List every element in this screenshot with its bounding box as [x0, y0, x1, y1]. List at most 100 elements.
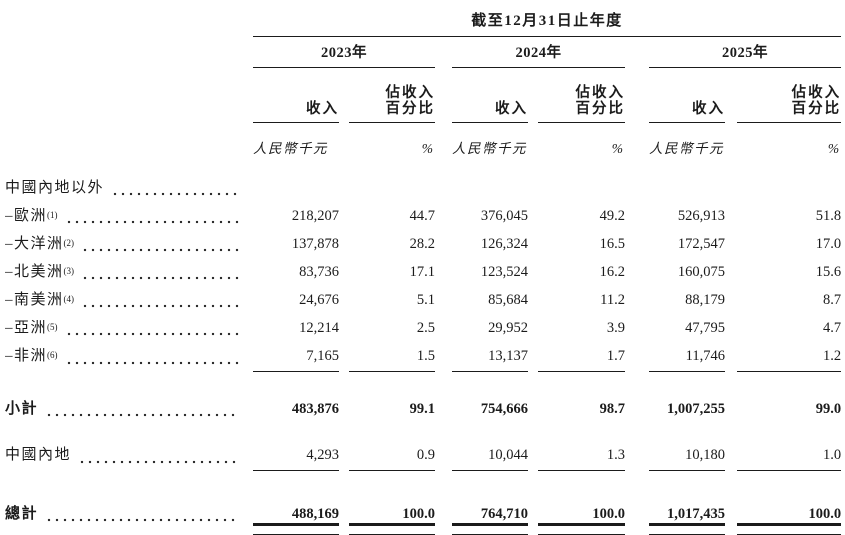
cell-value: 1.7 — [538, 337, 625, 372]
group-gap — [435, 123, 452, 158]
cell-value — [452, 157, 528, 197]
year-2025-header: 2025年 — [649, 37, 841, 68]
cell-value: 100.0 — [349, 471, 435, 535]
cell-value: 5.1 — [349, 281, 435, 309]
column-gap — [339, 68, 349, 123]
cell-value: 85,684 — [452, 281, 528, 309]
group-gap — [435, 37, 452, 68]
column-gap — [725, 68, 737, 123]
table-row: –亞洲(5) 12,214 2.5 29,952 3.9 47,795 4.7 — [5, 309, 841, 337]
column-header-row: 收入 佔收入百分比 收入 佔收入百分比 收入 佔收入百分比 — [5, 68, 841, 123]
group-gap — [435, 418, 452, 471]
column-gap — [339, 309, 349, 337]
group-gap — [435, 225, 452, 253]
row-label-cell: 總計 — [5, 471, 253, 535]
cell-value — [737, 157, 841, 197]
column-gap — [339, 225, 349, 253]
column-gap — [339, 372, 349, 419]
dot-leader — [63, 352, 239, 365]
cell-value: 1.0 — [737, 418, 841, 471]
cell-value: 100.0 — [737, 471, 841, 535]
dot-leader — [79, 295, 239, 308]
year-row-spacer — [5, 37, 253, 68]
group-gap — [435, 197, 452, 225]
table-row: 中國內地以外 — [5, 157, 841, 197]
pct-unit-label: % — [349, 123, 435, 158]
cell-value: 15.6 — [737, 253, 841, 281]
dot-leader — [109, 183, 239, 196]
units-row-spacer — [5, 123, 253, 158]
row-label-cell: –南美洲(4) — [5, 281, 253, 309]
revenue-unit-label: 人民幣千元 — [253, 123, 339, 158]
column-gap — [725, 309, 737, 337]
column-gap — [339, 471, 349, 535]
table-title-row: 截至12月31日止年度 — [5, 4, 841, 37]
pct-column-header: 佔收入百分比 — [737, 68, 841, 123]
table-body: 中國內地以外 –歐洲(1) 218,207 44.7 376,045 49.2 — [5, 157, 841, 535]
cell-value: 526,913 — [649, 197, 725, 225]
column-gap — [528, 309, 538, 337]
cell-value: 99.0 — [737, 372, 841, 419]
row-footnote-ref: (5) — [47, 322, 58, 332]
row-label: –歐洲 — [5, 208, 47, 225]
column-gap — [725, 471, 737, 535]
cell-value — [538, 157, 625, 197]
cell-value: 44.7 — [349, 197, 435, 225]
cell-value: 17.1 — [349, 253, 435, 281]
pct-unit-label: % — [538, 123, 625, 158]
table-row: 中國內地 4,293 0.9 10,044 1.3 10,180 1.0 — [5, 418, 841, 471]
cell-value: 11.2 — [538, 281, 625, 309]
cell-value: 47,795 — [649, 309, 725, 337]
cell-value: 1,007,255 — [649, 372, 725, 419]
row-label: 中國內地以外 — [5, 180, 104, 197]
group-gap — [435, 471, 452, 535]
column-gap — [528, 337, 538, 372]
column-gap — [339, 418, 349, 471]
row-label-cell: –北美洲(3) — [5, 253, 253, 281]
group-gap — [625, 68, 649, 123]
cell-value: 123,524 — [452, 253, 528, 281]
year-header-row: 2023年 2024年 2025年 — [5, 37, 841, 68]
group-gap — [625, 372, 649, 419]
column-gap — [725, 337, 737, 372]
column-gap — [528, 281, 538, 309]
row-footnote-ref: (3) — [64, 266, 75, 276]
group-gap — [625, 281, 649, 309]
cell-value: 7,165 — [253, 337, 339, 372]
group-gap — [625, 418, 649, 471]
group-gap — [435, 372, 452, 419]
cell-value: 3.9 — [538, 309, 625, 337]
table-row: –歐洲(1) 218,207 44.7 376,045 49.2 526,913… — [5, 197, 841, 225]
group-gap — [625, 37, 649, 68]
dot-leader — [79, 267, 239, 280]
colhead-row-spacer — [5, 68, 253, 123]
row-footnote-ref: (1) — [47, 210, 58, 220]
row-label-cell: –大洋洲(2) — [5, 225, 253, 253]
dot-leader — [79, 239, 239, 252]
cell-value — [253, 157, 339, 197]
cell-value — [349, 157, 435, 197]
table-row: 小計 483,876 99.1 754,666 98.7 1,007,255 9… — [5, 372, 841, 419]
group-gap — [435, 337, 452, 372]
cell-value: 29,952 — [452, 309, 528, 337]
revenue-column-header: 收入 — [452, 68, 528, 123]
column-gap — [528, 225, 538, 253]
column-gap — [528, 157, 538, 197]
row-label: 總計 — [5, 506, 38, 523]
row-footnote-ref: (6) — [47, 350, 58, 360]
group-gap — [435, 68, 452, 123]
cell-value: 0.9 — [349, 418, 435, 471]
column-gap — [725, 281, 737, 309]
cell-value: 2.5 — [349, 309, 435, 337]
row-label-cell: 中國內地 — [5, 418, 253, 471]
cell-value: 137,878 — [253, 225, 339, 253]
table-row: 總計 488,169 100.0 764,710 100.0 1,017,435… — [5, 471, 841, 535]
column-gap — [725, 197, 737, 225]
row-label: –北美洲 — [5, 264, 64, 281]
row-label: 小計 — [5, 401, 38, 418]
group-gap — [625, 225, 649, 253]
cell-value: 1.2 — [737, 337, 841, 372]
column-gap — [725, 372, 737, 419]
cell-value: 49.2 — [538, 197, 625, 225]
row-label-cell: –亞洲(5) — [5, 309, 253, 337]
